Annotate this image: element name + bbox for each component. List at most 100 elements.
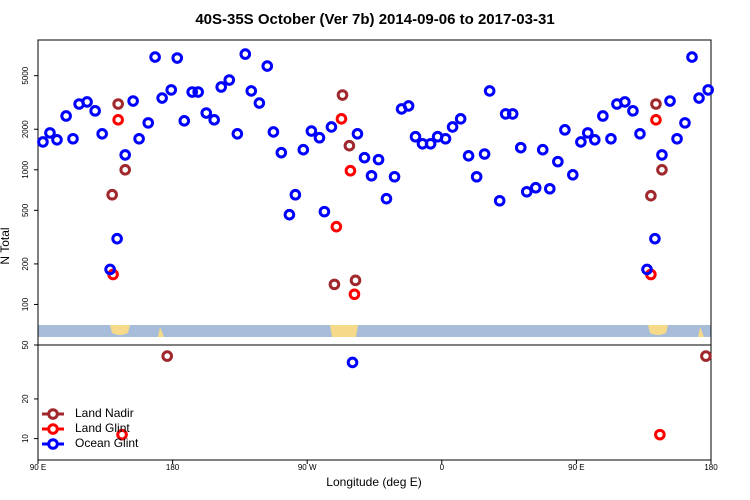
point xyxy=(536,143,549,156)
point xyxy=(330,220,343,233)
point xyxy=(192,86,204,98)
point xyxy=(656,149,668,161)
point xyxy=(654,428,666,441)
point xyxy=(529,181,542,194)
point xyxy=(575,136,587,148)
point xyxy=(543,182,556,195)
point xyxy=(335,113,348,125)
point xyxy=(208,114,220,126)
point xyxy=(351,128,364,140)
point xyxy=(641,263,653,276)
point xyxy=(349,274,362,287)
point xyxy=(171,52,184,64)
point xyxy=(336,89,349,101)
plot-frame xyxy=(37,39,712,461)
point xyxy=(656,163,668,176)
point xyxy=(142,117,155,129)
point xyxy=(645,189,657,202)
y-tick-label: 20 xyxy=(21,394,30,403)
point xyxy=(37,136,49,148)
point xyxy=(186,86,198,98)
point xyxy=(365,169,378,182)
point xyxy=(702,84,714,96)
y-tick-label: 10 xyxy=(21,434,30,443)
point xyxy=(44,127,56,139)
point xyxy=(559,124,571,136)
point xyxy=(178,115,191,127)
legend-marker xyxy=(47,423,59,435)
point xyxy=(650,98,662,110)
point xyxy=(133,132,145,145)
point xyxy=(261,60,274,72)
y-axis-label: N Total xyxy=(0,227,12,264)
y-tick-label: 2000 xyxy=(21,120,30,138)
point xyxy=(402,100,415,112)
y-tick-label: 50 xyxy=(21,340,30,349)
point xyxy=(239,48,252,60)
x-tick-label: 90 E xyxy=(30,463,46,472)
point xyxy=(679,117,691,129)
x-axis-label: Longitude (deg E) xyxy=(326,475,421,489)
point xyxy=(664,95,676,107)
point xyxy=(289,188,302,201)
point xyxy=(245,85,258,97)
point xyxy=(650,114,662,126)
point xyxy=(446,121,459,133)
point xyxy=(283,208,296,221)
point xyxy=(161,350,174,362)
point xyxy=(597,110,609,122)
point xyxy=(700,350,712,362)
point xyxy=(358,151,371,164)
point xyxy=(634,128,646,140)
y-tick-label: 5000 xyxy=(21,66,30,84)
point xyxy=(104,263,116,276)
y-tick-label: 500 xyxy=(21,203,30,217)
point xyxy=(67,132,79,145)
point xyxy=(605,132,617,145)
point xyxy=(215,81,228,93)
point xyxy=(588,133,601,146)
map-strip xyxy=(38,325,711,337)
y-tick-label: 100 xyxy=(21,297,30,311)
point xyxy=(119,149,131,161)
point xyxy=(409,130,422,143)
point xyxy=(372,153,385,166)
point xyxy=(514,141,527,154)
legend-label: Ocean Glint xyxy=(75,436,139,450)
point xyxy=(499,108,512,120)
point xyxy=(165,84,178,96)
point xyxy=(112,114,124,126)
point xyxy=(567,168,579,181)
point xyxy=(520,185,533,198)
legend-marker xyxy=(47,438,59,450)
point xyxy=(156,92,168,104)
point xyxy=(344,164,357,177)
legend-label: Land Nadir xyxy=(75,406,134,420)
point xyxy=(424,137,437,150)
point xyxy=(686,51,698,63)
x-tick-label: 90 E xyxy=(568,463,584,472)
point xyxy=(112,98,124,110)
point xyxy=(267,126,280,138)
point xyxy=(223,74,236,86)
point xyxy=(671,132,683,145)
point xyxy=(275,146,288,159)
point xyxy=(127,95,139,107)
point xyxy=(305,125,318,137)
point xyxy=(478,148,491,160)
point xyxy=(149,51,161,63)
x-tick-label: 0 xyxy=(440,463,445,472)
point xyxy=(297,143,310,156)
point xyxy=(81,96,93,108)
point xyxy=(106,188,118,201)
point xyxy=(483,85,496,97)
point xyxy=(627,105,639,117)
point xyxy=(313,131,326,144)
point xyxy=(470,170,483,183)
point xyxy=(693,92,705,104)
point xyxy=(581,127,594,139)
point xyxy=(348,288,361,301)
x-tick-label: 180 xyxy=(704,463,718,472)
point xyxy=(462,150,475,162)
